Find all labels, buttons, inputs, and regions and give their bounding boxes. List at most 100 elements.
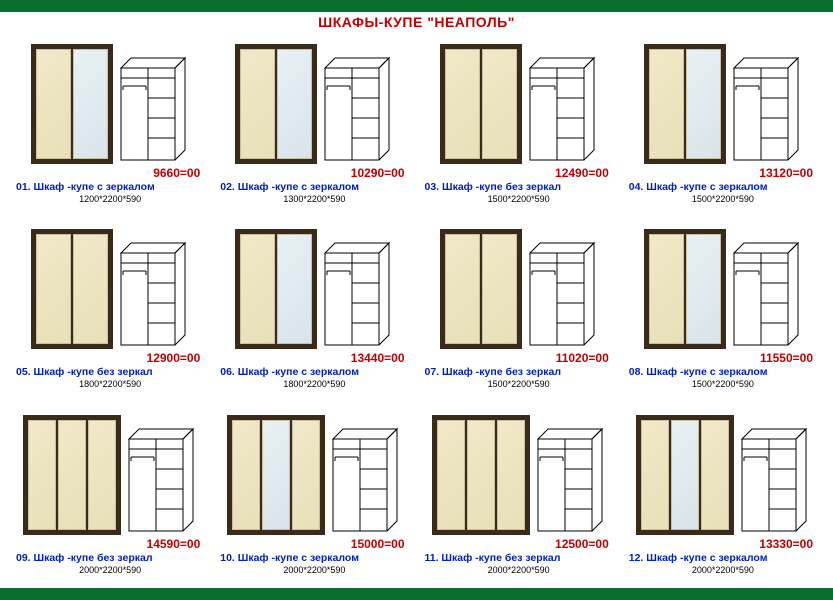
wardrobe-door	[437, 420, 465, 530]
wardrobe-door	[649, 49, 684, 159]
product-cell: 11020=0007. Шкаф -купе без зеркал1500*22…	[419, 219, 619, 400]
product-images	[644, 219, 802, 349]
product-price: 14590=00	[10, 537, 210, 551]
product-images	[440, 34, 598, 164]
product-label: 11. Шкаф -купе без зеркал	[419, 552, 619, 564]
product-dimensions: 2000*2200*590	[283, 565, 345, 575]
wardrobe-door	[482, 234, 517, 344]
wardrobe-door	[28, 420, 56, 530]
product-dimensions: 2000*2200*590	[79, 565, 141, 575]
wardrobe-interior-diagram	[117, 239, 189, 349]
product-price: 11550=00	[623, 351, 823, 365]
wardrobe-render	[432, 415, 530, 535]
wardrobe-door	[671, 420, 699, 530]
product-label: 07. Шкаф -купе без зеркал	[419, 366, 619, 378]
product-label: 09. Шкаф -купе без зеркал	[10, 552, 210, 564]
wardrobe-door	[73, 49, 108, 159]
wardrobe-door	[686, 234, 721, 344]
wardrobe-door	[232, 420, 260, 530]
wardrobe-interior-diagram	[125, 425, 197, 535]
wardrobe-interior-diagram	[117, 54, 189, 164]
product-cell: 15000=0010. Шкаф -купе с зеркалом2000*22…	[214, 405, 414, 586]
wardrobe-interior-diagram	[534, 425, 606, 535]
wardrobe-render	[440, 229, 522, 349]
product-images	[31, 34, 189, 164]
product-images	[23, 405, 197, 535]
product-dimensions: 1500*2200*590	[692, 379, 754, 389]
product-label: 06. Шкаф -купе с зеркалом	[214, 366, 414, 378]
product-price: 13120=00	[623, 166, 823, 180]
product-cell: 13440=0006. Шкаф -купе с зеркалом1800*22…	[214, 219, 414, 400]
wardrobe-render	[636, 415, 734, 535]
product-images	[227, 405, 401, 535]
product-price: 9660=00	[10, 166, 210, 180]
page-title: ШКАФЫ-КУПЕ "НЕАПОЛЬ"	[0, 12, 833, 34]
product-price: 15000=00	[214, 537, 414, 551]
product-images	[235, 219, 393, 349]
product-dimensions: 1500*2200*590	[488, 379, 550, 389]
wardrobe-door	[482, 49, 517, 159]
wardrobe-interior-diagram	[730, 54, 802, 164]
product-cell: 13330=0012. Шкаф -купе с зеркалом2000*22…	[623, 405, 823, 586]
wardrobe-door	[445, 49, 480, 159]
product-dimensions: 2000*2200*590	[692, 565, 754, 575]
product-label: 03. Шкаф -купе без зеркал	[419, 181, 619, 193]
product-cell: 9660=0001. Шкаф -купе с зеркалом1200*220…	[10, 34, 210, 215]
wardrobe-render	[235, 44, 317, 164]
wardrobe-render	[31, 44, 113, 164]
wardrobe-door	[467, 420, 495, 530]
product-label: 05. Шкаф -купе без зеркал	[10, 366, 210, 378]
product-dimensions: 1200*2200*590	[79, 194, 141, 204]
product-price: 13440=00	[214, 351, 414, 365]
product-price: 12490=00	[419, 166, 619, 180]
wardrobe-render	[644, 44, 726, 164]
wardrobe-render	[644, 229, 726, 349]
wardrobe-door	[686, 49, 721, 159]
product-label: 01. Шкаф -купе с зеркалом	[10, 181, 210, 193]
wardrobe-interior-diagram	[738, 425, 810, 535]
product-price: 11020=00	[419, 351, 619, 365]
wardrobe-door	[73, 234, 108, 344]
wardrobe-door	[292, 420, 320, 530]
wardrobe-render	[31, 229, 113, 349]
product-label: 02. Шкаф -купе с зеркалом	[214, 181, 414, 193]
wardrobe-interior-diagram	[321, 239, 393, 349]
product-cell: 10290=0002. Шкаф -купе с зеркалом1300*22…	[214, 34, 414, 215]
product-price: 10290=00	[214, 166, 414, 180]
product-price: 12900=00	[10, 351, 210, 365]
wardrobe-render	[440, 44, 522, 164]
product-images	[644, 34, 802, 164]
wardrobe-interior-diagram	[730, 239, 802, 349]
wardrobe-door	[445, 234, 480, 344]
wardrobe-door	[240, 49, 275, 159]
product-cell: 11550=0008. Шкаф -купе с зеркалом1500*22…	[623, 219, 823, 400]
product-dimensions: 1500*2200*590	[488, 194, 550, 204]
product-grid: 9660=0001. Шкаф -купе с зеркалом1200*220…	[0, 34, 833, 590]
wardrobe-door	[88, 420, 116, 530]
product-price: 12500=00	[419, 537, 619, 551]
product-dimensions: 1800*2200*590	[79, 379, 141, 389]
product-label: 12. Шкаф -купе с зеркалом	[623, 552, 823, 564]
wardrobe-interior-diagram	[321, 54, 393, 164]
wardrobe-door	[36, 49, 71, 159]
wardrobe-interior-diagram	[526, 54, 598, 164]
wardrobe-door	[240, 234, 275, 344]
product-dimensions: 1300*2200*590	[283, 194, 345, 204]
product-images	[235, 34, 393, 164]
wardrobe-door	[701, 420, 729, 530]
product-cell: 12490=0003. Шкаф -купе без зеркал1500*22…	[419, 34, 619, 215]
product-dimensions: 1800*2200*590	[283, 379, 345, 389]
product-cell: 13120=0004. Шкаф -купе с зеркалом1500*22…	[623, 34, 823, 215]
wardrobe-door	[497, 420, 525, 530]
product-cell: 12900=0005. Шкаф -купе без зеркал1800*22…	[10, 219, 210, 400]
product-images	[440, 219, 598, 349]
product-price: 13330=00	[623, 537, 823, 551]
wardrobe-render	[23, 415, 121, 535]
wardrobe-door	[58, 420, 86, 530]
wardrobe-door	[277, 49, 312, 159]
wardrobe-interior-diagram	[329, 425, 401, 535]
wardrobe-render	[227, 415, 325, 535]
product-images	[31, 219, 189, 349]
wardrobe-render	[235, 229, 317, 349]
product-dimensions: 1500*2200*590	[692, 194, 754, 204]
